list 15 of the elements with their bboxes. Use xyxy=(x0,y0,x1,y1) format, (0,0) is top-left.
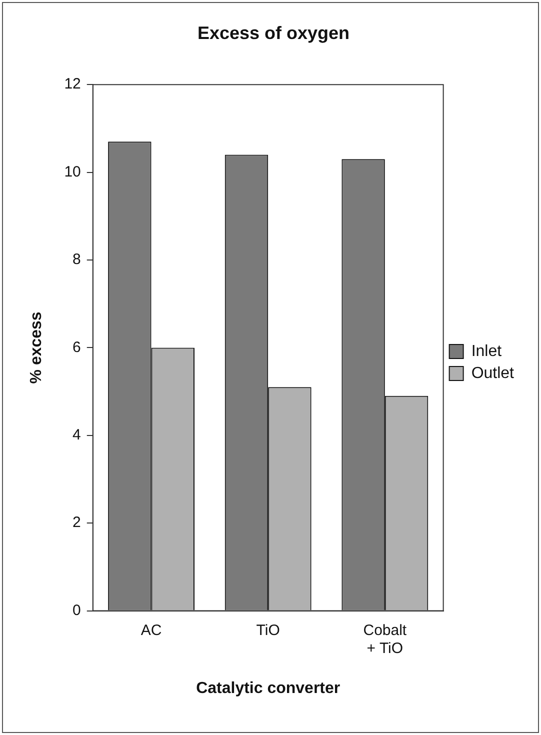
legend-label: Inlet xyxy=(471,342,502,360)
y-tick-label: 8 xyxy=(72,251,81,268)
y-tick-label: 10 xyxy=(64,163,81,180)
y-tick-label: 0 xyxy=(72,602,81,619)
y-tick-label: 4 xyxy=(72,426,81,444)
legend-label: Outlet xyxy=(471,364,515,382)
chart-title: Excess of oxygen xyxy=(197,22,350,43)
y-tick-label: 6 xyxy=(72,338,81,356)
x-axis-title: Catalytic converter xyxy=(196,680,340,697)
x-tick-label: TiO xyxy=(256,622,280,639)
y-tick-label: 12 xyxy=(64,76,81,93)
y-tick-label: 2 xyxy=(72,514,81,532)
x-tick-label: AC xyxy=(140,622,162,639)
x-tick-label: Cobalt + TiO xyxy=(363,622,408,657)
y-axis-title: % excess xyxy=(28,312,46,384)
